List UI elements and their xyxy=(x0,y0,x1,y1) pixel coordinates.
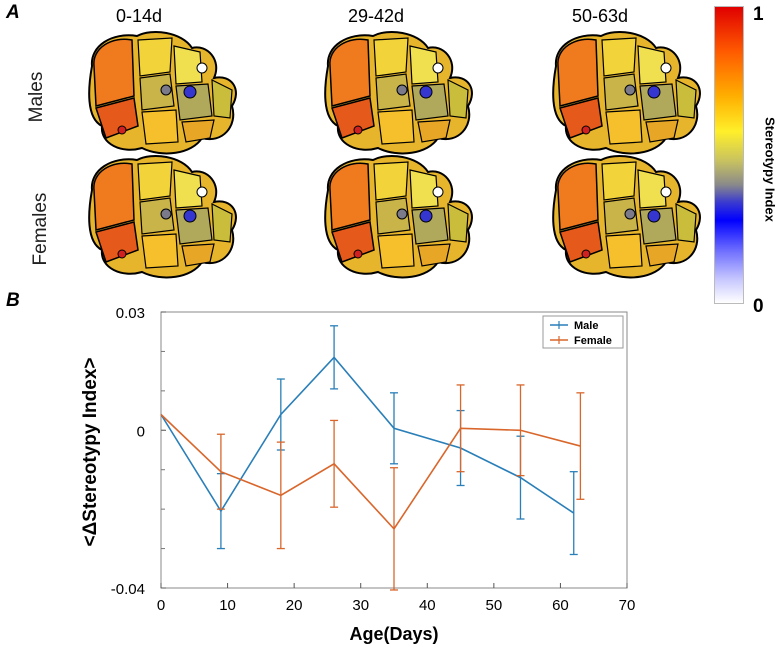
x-tick-label: 40 xyxy=(419,597,436,614)
column-title-0-14d: 0-14d xyxy=(115,6,163,26)
x-tick-label: 30 xyxy=(352,597,369,614)
x-tick-label: 70 xyxy=(619,597,636,614)
panel-b-label: B xyxy=(6,290,20,311)
series-female xyxy=(160,384,585,591)
legend-female-label: Female xyxy=(574,335,612,347)
x-tick-label: 20 xyxy=(286,597,303,614)
x-tick-label: 60 xyxy=(552,597,569,614)
x-tick-label: 10 xyxy=(219,597,236,614)
series-male xyxy=(160,325,578,556)
legend: Male Female xyxy=(542,315,624,349)
colorbar-max-label: 1 xyxy=(753,4,764,25)
column-title-50-63d: 50-63d xyxy=(571,6,629,26)
column-title-29-42d: 29-42d xyxy=(347,6,405,26)
colorbar-min-label: 0 xyxy=(753,296,764,317)
colorbar xyxy=(714,6,744,304)
panel-a-label: A xyxy=(6,2,20,23)
axis-ticks: 0 10 20 30 40 50 60 70 -0.04 0 0.03 xyxy=(111,305,636,614)
y-tick-label: -0.04 xyxy=(111,581,145,598)
x-tick-label: 50 xyxy=(486,597,503,614)
y-axis-label: <ΔStereotypy Index> xyxy=(80,358,101,547)
y-tick-label: 0 xyxy=(137,423,145,440)
x-axis-label: Age(Days) xyxy=(349,624,438,644)
series-line-female xyxy=(160,413,581,531)
x-tick-label: 0 xyxy=(157,597,165,614)
series-layer xyxy=(160,325,585,591)
y-tick-label: 0.03 xyxy=(116,305,145,322)
series-line-male xyxy=(160,356,575,514)
legend-male-label: Male xyxy=(574,320,598,332)
